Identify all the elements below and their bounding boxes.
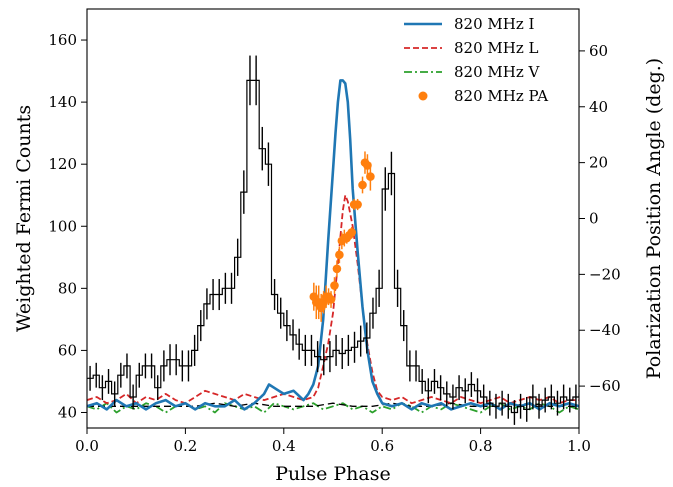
- y-right-tick-label: 0: [589, 210, 599, 228]
- pa-point: [363, 161, 372, 170]
- legend: 820 MHz I 820 MHz L 820 MHz V 820 MHz PA: [404, 15, 548, 105]
- y-right-tick-label: 60: [589, 42, 608, 60]
- y-left-tick-label: 100: [48, 217, 77, 235]
- pa-point: [366, 172, 375, 181]
- pa-point: [347, 228, 356, 237]
- legend-item-820-mhz-i: 820 MHz I: [404, 15, 535, 33]
- legend-item-820-mhz-v: 820 MHz V: [404, 63, 541, 81]
- y-left-tick-label: 80: [58, 279, 77, 297]
- y-right-tick-label: −40: [589, 321, 621, 339]
- series-line-820-mhz-l: [87, 194, 579, 405]
- series-line-820-mhz-v: [87, 402, 579, 414]
- x-axis: 0.0 0.2 0.4 0.6 0.8 1.0: [75, 428, 591, 455]
- x-tick-label: 0.2: [173, 437, 197, 455]
- legend-label: 820 MHz V: [454, 63, 541, 81]
- legend-label: 820 MHz PA: [454, 87, 548, 105]
- y-right-tick-label: −60: [589, 377, 621, 395]
- x-tick-label: 0.4: [272, 437, 296, 455]
- series-line-820-mhz-i: [87, 79, 579, 411]
- fermi-histogram-step: [87, 79, 579, 414]
- pa-point: [358, 180, 367, 190]
- x-tick-label: 0.6: [370, 437, 394, 455]
- pa-point: [330, 281, 339, 290]
- y-axis-right-label: Polarization Position Angle (deg.): [643, 58, 665, 379]
- y-axis-left-label: Weighted Fermi Counts: [13, 105, 35, 332]
- y-axis-left: 40 60 80 100 120 140 160: [48, 31, 87, 421]
- pa-point: [335, 250, 344, 260]
- y-left-tick-label: 140: [48, 93, 77, 111]
- pa-point: [332, 264, 342, 274]
- pa-point: [326, 295, 336, 304]
- y-right-tick-label: 40: [589, 98, 608, 116]
- x-tick-label: 0.8: [469, 437, 493, 455]
- legend-item-820-mhz-l: 820 MHz L: [404, 39, 539, 57]
- y-left-tick-label: 160: [48, 31, 77, 49]
- y-right-tick-label: −20: [589, 265, 621, 283]
- y-axis-right: −60 −40 −20 0 20 40 60: [579, 42, 621, 395]
- legend-marker: [418, 91, 428, 101]
- pa-point: [353, 200, 362, 209]
- plot-area: [87, 55, 579, 425]
- x-tick-label: 0.0: [75, 437, 99, 455]
- legend-label: 820 MHz L: [454, 39, 539, 57]
- y-left-tick-label: 120: [48, 155, 77, 173]
- y-left-tick-label: 40: [58, 403, 77, 421]
- x-axis-label: Pulse Phase: [275, 463, 390, 485]
- y-left-tick-label: 60: [58, 341, 77, 359]
- legend-item-820-mhz-pa: 820 MHz PA: [418, 87, 548, 105]
- y-right-tick-label: 20: [589, 154, 608, 172]
- legend-label: 820 MHz I: [454, 15, 535, 33]
- x-tick-label: 1.0: [567, 437, 591, 455]
